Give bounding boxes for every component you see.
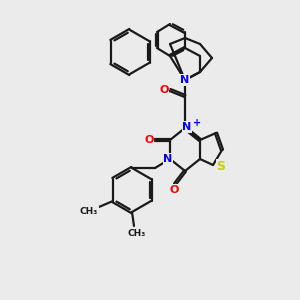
- Text: +: +: [193, 118, 201, 128]
- Text: O: O: [159, 85, 169, 95]
- Text: CH₃: CH₃: [128, 229, 146, 238]
- Text: O: O: [144, 135, 154, 145]
- Text: N: N: [180, 75, 190, 85]
- Text: CH₃: CH₃: [80, 206, 98, 215]
- Text: S: S: [217, 160, 226, 172]
- Text: N: N: [182, 122, 192, 132]
- Text: N: N: [164, 154, 172, 164]
- Text: O: O: [169, 185, 179, 195]
